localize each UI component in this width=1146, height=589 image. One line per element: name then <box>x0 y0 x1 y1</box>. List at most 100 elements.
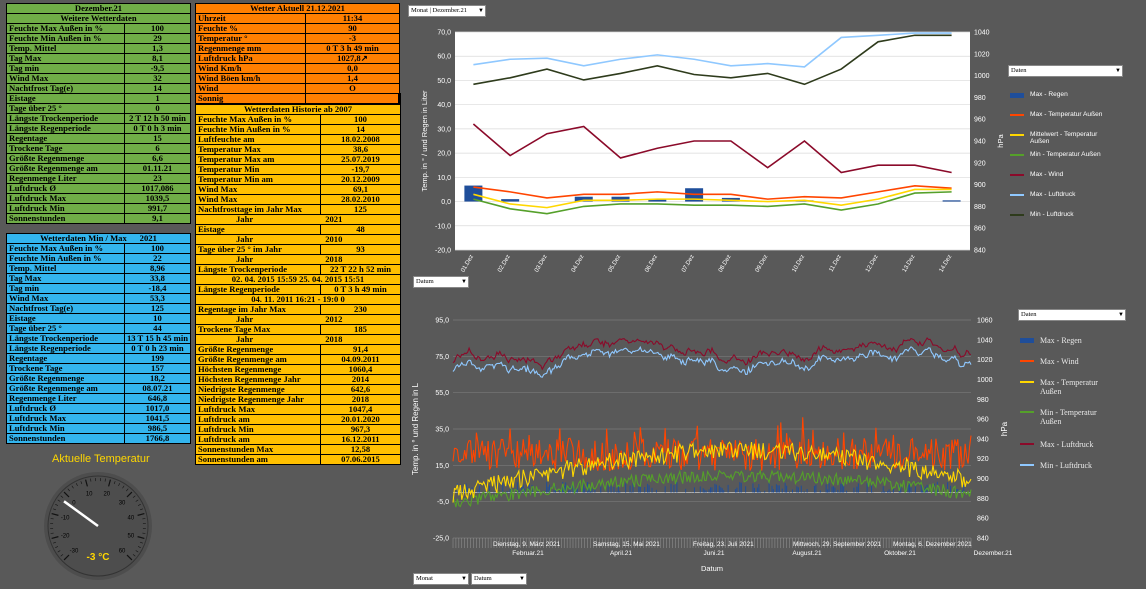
date-annotation: Dienstag, 9. März 2021 <box>493 541 561 548</box>
table-row: Eistage 10 <box>6 313 192 324</box>
y2-tick-label: 840 <box>974 248 986 255</box>
table-row: Feuchte Max Außen in % 100 <box>6 243 192 254</box>
y2-tick-label: 920 <box>974 160 986 167</box>
chevron-down-icon: ▼ <box>461 576 467 582</box>
series-line <box>473 191 952 215</box>
row-label: Luftdruck Ø <box>6 183 125 194</box>
y2-tick-label: 840 <box>977 536 989 543</box>
legend-label: Min - Luftdruck <box>1030 211 1074 218</box>
gauge-tick <box>53 541 57 544</box>
temperature-gauge: -30 -20 -10 0 10 20 30 40 50 60 -3 °C <box>44 472 152 580</box>
row-label: Nachtfrost Tag(e) <box>6 303 125 314</box>
top-datum-select[interactable]: Datum ▼ <box>413 276 469 288</box>
table-band-cell: Jahr 2018 <box>195 254 401 265</box>
row-label: Wind Böen km/h <box>195 73 306 84</box>
table-row: Längste Regenperiode 0 T 3 h 49 min <box>195 284 401 295</box>
row-value: 1047,4 <box>320 404 401 415</box>
y2-axis-label: hPa <box>996 134 1005 148</box>
table-row: Regentage 199 <box>6 353 192 364</box>
row-value <box>305 93 401 104</box>
top-data-select[interactable]: Daten ▼ <box>1008 65 1123 77</box>
x-tick-label: 04.Dez <box>571 254 586 273</box>
gauge-needle <box>63 500 99 528</box>
gauge-tick <box>135 499 139 502</box>
table-row: Tage über 25 ° 0 <box>6 103 191 114</box>
row-value: 0 <box>124 103 191 114</box>
gauge-tick <box>139 541 143 544</box>
row-value: 11:34 <box>305 13 400 24</box>
y-axis-label: Temp. in ° und Regen in L <box>411 382 420 475</box>
y-tick-label: 35,0 <box>435 427 449 434</box>
y2-tick-label: 960 <box>974 117 986 124</box>
x-tick-label: 05.Dez <box>608 254 623 273</box>
y-tick-label: 0,0 <box>441 199 451 206</box>
gauge-tick <box>139 508 143 511</box>
row-value: 16.12.2011 <box>320 434 401 445</box>
row-label: Feuchte Min Außen in % <box>6 33 125 44</box>
row-label: Luftdruck am <box>195 414 321 425</box>
series-line <box>473 185 952 200</box>
row-label: Wind Max <box>195 184 321 195</box>
gauge-tick-label: 20 <box>103 492 110 498</box>
row-value: 33,8 <box>123 273 192 284</box>
table-row: Tag Max 8,1 <box>6 53 191 64</box>
table-row: Tag min -18,4 <box>6 283 192 294</box>
table-row: Tage über 25 ° 44 <box>6 323 192 334</box>
gauge-tick <box>60 495 64 498</box>
table-row: Wind Max 69,1 <box>195 184 401 195</box>
x-tick-label: 03.Dez <box>534 254 549 273</box>
table-row: Niedrigste Regenmenge Jahr 2018 <box>195 394 401 405</box>
month-label: August.21 <box>792 550 822 557</box>
row-label: Nachtfrosttage im Jahr Max <box>195 204 321 215</box>
gauge-tick <box>67 488 70 492</box>
table-band-cell: Jahr 2012 <box>195 314 401 325</box>
x-tick-label: 13.Dez <box>902 254 917 273</box>
period-select[interactable]: Monat | Dezember.21 ▼ <box>408 5 486 17</box>
table-row: Jahr 2010 <box>195 234 401 245</box>
table-row: Trockene Tage 6 <box>6 143 191 154</box>
table-row: Trockene Tage Max 185 <box>195 324 401 335</box>
table-row: Jahr 2018 <box>195 254 401 265</box>
table-band-cell: 04. 11. 2011 16:21 - 19:0 0 <box>195 294 401 305</box>
y-tick-label: 40,0 <box>437 102 451 109</box>
row-value: -9,5 <box>124 63 191 74</box>
daily-chart: 70,0 60,0 50,0 40,0 30,0 20,0 10,0 0,0 -10,0 -20,… <box>420 30 1005 274</box>
row-label: Tag Max <box>6 53 125 64</box>
bottom-data-select[interactable]: Daten ▼ <box>1018 309 1126 321</box>
x-tick-label: 10.Dez <box>791 254 806 273</box>
legend-swatch <box>1010 174 1024 176</box>
yearly-minmax-title: Wetterdaten Min / Max 2021 <box>6 233 191 244</box>
row-value: 1039,5 <box>124 193 191 204</box>
y-tick-label: 60,0 <box>437 54 451 61</box>
bottom-monat-select[interactable]: Monat ▼ <box>413 573 469 585</box>
row-label: Luftdruck Max <box>195 404 321 415</box>
row-value: 14 <box>320 124 401 135</box>
series-line <box>452 337 972 371</box>
table-row: Luftdruck Min 986,5 <box>6 423 192 434</box>
row-value: 9,1 <box>124 213 191 224</box>
gauge-tick <box>60 554 64 557</box>
row-value: O <box>305 83 400 94</box>
table-row: Luftdruck Max 1041,5 <box>6 413 192 424</box>
y2-tick-label: 900 <box>977 476 989 483</box>
legend-label: Max - Regen <box>1030 91 1068 98</box>
row-label: Feuchte Min Außen in % <box>195 124 321 135</box>
row-label: Längste Trockenperiode <box>6 333 125 344</box>
y2-tick-label: 920 <box>977 456 989 463</box>
table-row: Nachtfrost Tag(e) 125 <box>6 303 192 314</box>
legend-label: Max - Luftdruck <box>1040 440 1094 449</box>
row-label: Sonnig <box>195 93 306 104</box>
row-value: 0,0 <box>305 63 400 74</box>
row-value: 185 <box>320 324 401 335</box>
row-value: 44 <box>123 323 192 334</box>
row-label: Tage über 25 ° <box>6 103 125 114</box>
bottom-datum-select[interactable]: Datum ▼ <box>471 573 527 585</box>
table-row: Temp. Mittel 1,3 <box>6 43 191 54</box>
gauge-title: Aktuelle Temperatur <box>52 453 150 465</box>
table-row: Niedrigste Regenmenge 642,6 <box>195 384 401 395</box>
monthly-stats-title: Dezember.21 <box>6 3 191 14</box>
y2-tick-label: 1040 <box>977 337 993 344</box>
table-row: Längste Regenperiode 0 T 0 h 23 min <box>6 343 192 354</box>
month-label: Februar.21 <box>512 550 544 557</box>
gauge-tick-label: -30 <box>70 549 79 555</box>
